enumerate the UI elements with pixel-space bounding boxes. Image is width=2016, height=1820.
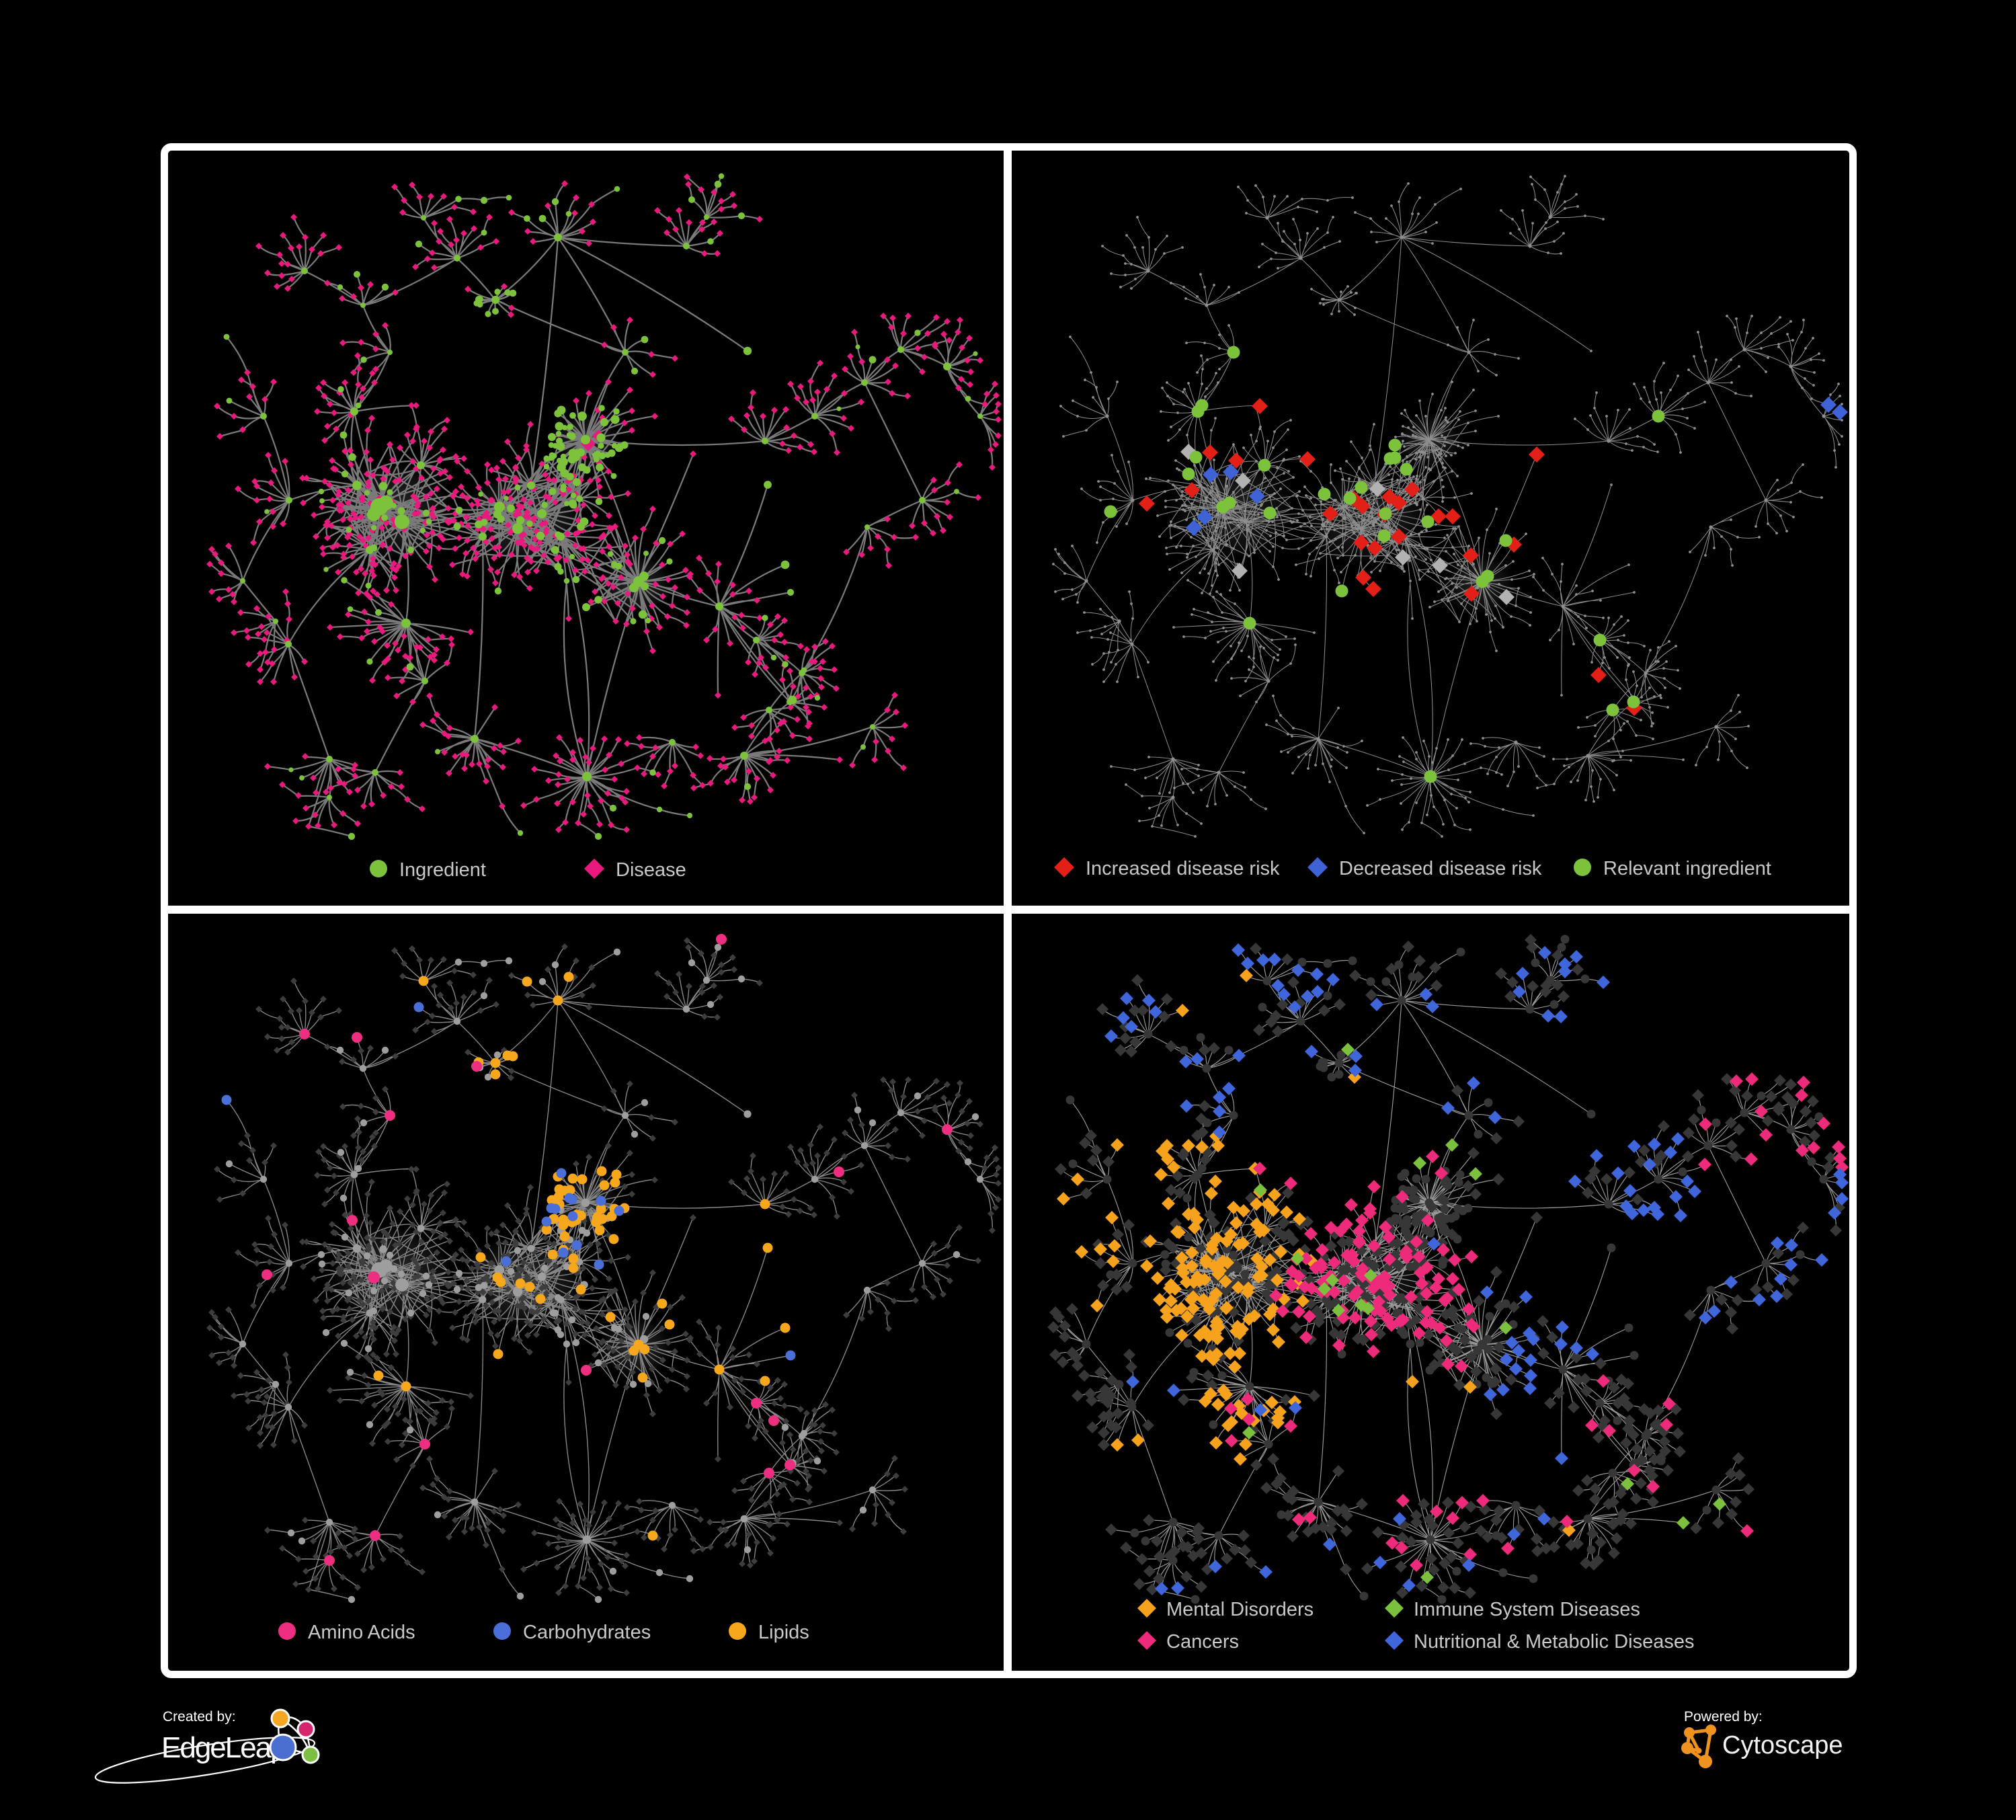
svg-text:Nutritional & Metabolic Diseas: Nutritional & Metabolic Diseases <box>1414 1631 1694 1653</box>
svg-text:Ingredient: Ingredient <box>399 859 486 881</box>
svg-text:Cancers: Cancers <box>1166 1631 1239 1653</box>
svg-text:Immune System Diseases: Immune System Diseases <box>1414 1599 1640 1620</box>
svg-text:Disease: Disease <box>616 859 686 881</box>
svg-text:Powered by:: Powered by: <box>1684 1709 1763 1725</box>
svg-text:Amino Acids: Amino Acids <box>308 1622 415 1643</box>
svg-text:Cytoscape: Cytoscape <box>1722 1731 1843 1759</box>
svg-text:Carbohydrates: Carbohydrates <box>523 1622 651 1643</box>
svg-text:Lipids: Lipids <box>758 1622 809 1643</box>
svg-text:EdgeLeap: EdgeLeap <box>161 1731 286 1764</box>
svg-text:Created by:: Created by: <box>163 1709 236 1725</box>
svg-text:Increased disease risk: Increased disease risk <box>1086 858 1280 879</box>
svg-text:Mental Disorders: Mental Disorders <box>1166 1599 1314 1620</box>
svg-text:Decreased disease risk: Decreased disease risk <box>1339 858 1542 879</box>
svg-text:Relevant ingredient: Relevant ingredient <box>1603 858 1771 879</box>
